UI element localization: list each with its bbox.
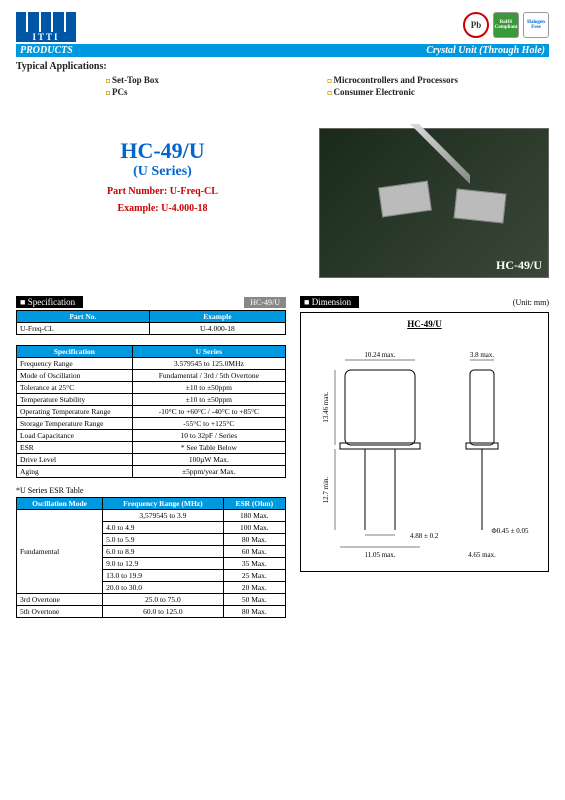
esr-title: *U Series ESR Table xyxy=(16,486,286,495)
product-photo: HC-49/U xyxy=(319,128,549,278)
svg-text:4.88 ± 0.2: 4.88 ± 0.2 xyxy=(410,532,439,540)
svg-text:3.8 max.: 3.8 max. xyxy=(469,351,494,359)
svg-text:Φ0.45 ± 0.05: Φ0.45 ± 0.05 xyxy=(491,527,528,535)
dimension-section-title: ■ Dimension xyxy=(300,296,359,308)
svg-text:11.05 max.: 11.05 max. xyxy=(364,551,395,559)
products-label: PRODUCTS xyxy=(20,45,73,56)
category-label: Crystal Unit (Through Hole) xyxy=(426,45,545,56)
app-item: PCs xyxy=(106,86,328,98)
app-item: Set-Top Box xyxy=(106,74,328,86)
photo-label: HC-49/U xyxy=(496,258,542,273)
pb-free-badge: Pb xyxy=(463,12,489,38)
applications-title: Typical Applications: xyxy=(16,61,549,72)
spec-section-title: ■ Specification xyxy=(16,296,83,308)
partno-table: Part No.Example U-Freq-CLU-4.000-18 xyxy=(16,310,286,335)
rohs-badge: RoHS Compliant xyxy=(493,12,519,38)
model-number: HC-49/U xyxy=(16,138,309,164)
svg-text:12.7 min.: 12.7 min. xyxy=(322,476,330,503)
svg-text:4.65 max.: 4.65 max. xyxy=(468,551,496,559)
svg-text:13.46 max.: 13.46 max. xyxy=(322,391,330,423)
app-item: Microcontrollers and Processors xyxy=(328,74,550,86)
svg-text:10.24 max.: 10.24 max. xyxy=(364,351,396,359)
part-number: Part Number: U-Freq-CL xyxy=(16,186,309,197)
category-bar: PRODUCTS Crystal Unit (Through Hole) xyxy=(16,44,549,57)
company-logo: ITTI xyxy=(16,12,76,42)
halogen-free-badge: Halogen Free xyxy=(523,12,549,38)
example-partnum: Example: U-4.000-18 xyxy=(16,203,309,214)
compliance-badges: Pb RoHS Compliant Halogen Free xyxy=(463,12,549,38)
specification-table: SpecificationU Series Frequency Range3.5… xyxy=(16,345,286,478)
app-item: Consumer Electronic xyxy=(328,86,550,98)
dimension-drawing: HC-49/U 10.24 max. 3.8 max. xyxy=(300,312,549,572)
series-label: (U Series) xyxy=(16,164,309,180)
dimension-label: HC-49/U xyxy=(307,319,542,329)
dimension-unit: (Unit: mm) xyxy=(513,298,549,307)
spec-tag: HC-49/U xyxy=(244,297,286,308)
esr-table: Oscillation ModeFrequency Range (MHz)ESR… xyxy=(16,497,286,618)
